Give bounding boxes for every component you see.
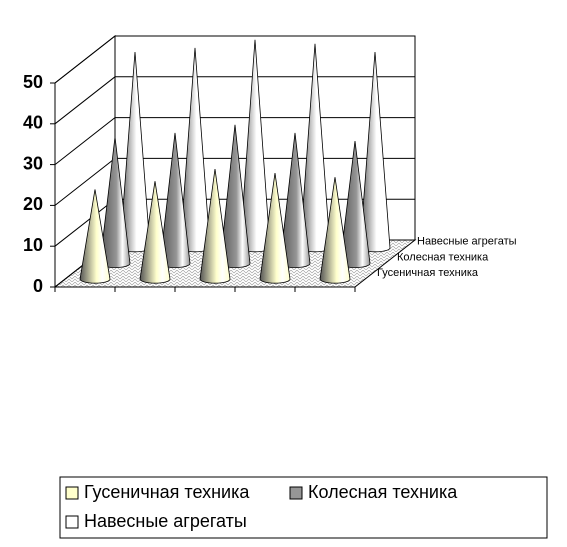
legend-label: Колесная техника	[308, 482, 458, 502]
legend-swatch	[289, 486, 303, 500]
plot-area: 0 10 20 30 40 50 Навесные агрегаты Колесная тех…	[23, 34, 517, 296]
y-tick-label: 50	[23, 72, 43, 92]
y-tick-label: 40	[23, 113, 43, 133]
legend-label: Гусеничная техника	[84, 482, 250, 502]
legend	[59, 476, 548, 539]
legend-swatch	[65, 515, 79, 529]
cone	[139, 181, 171, 284]
series-axis-label: Колесная техника	[397, 251, 489, 263]
y-tick-label: 30	[23, 153, 43, 173]
cone	[319, 177, 351, 284]
grid-line	[54, 35, 415, 84]
cone	[79, 189, 111, 284]
y-tick-label: 20	[23, 194, 43, 214]
cone	[259, 173, 291, 284]
legend-swatch	[65, 486, 79, 500]
series-axis-label: Навесные агрегаты	[417, 236, 517, 248]
legend-items: Гусеничная техника Колесная техника Навесн…	[65, 482, 458, 531]
series-axis-label: Гусеничная техника	[377, 267, 479, 279]
cone	[199, 168, 231, 284]
legend-label: Навесные агрегаты	[84, 511, 247, 531]
y-tick-label: 0	[33, 276, 43, 296]
y-tick-label: 10	[23, 235, 43, 255]
